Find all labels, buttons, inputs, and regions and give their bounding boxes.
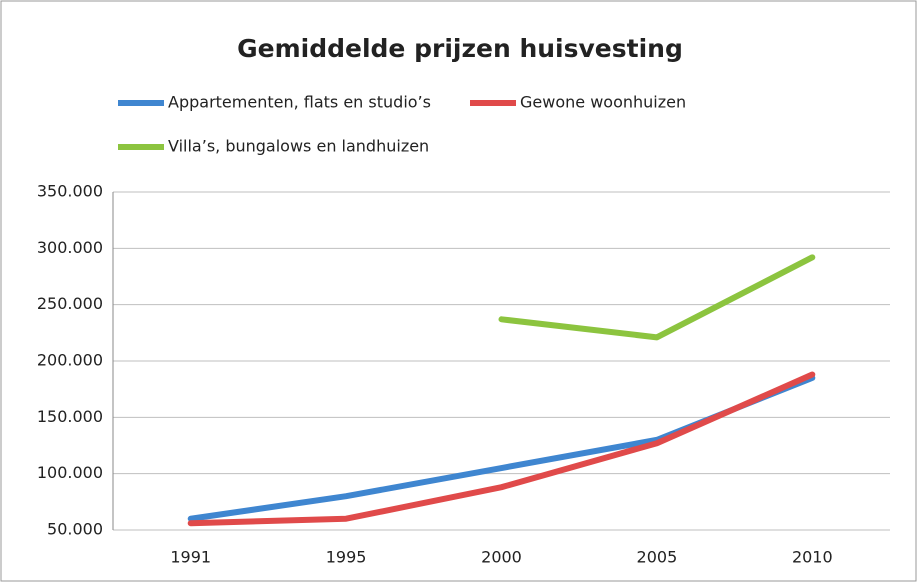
x-tick-label: 1991 (170, 548, 211, 567)
series-line (187, 371, 816, 527)
y-tick-label: 150.000 (37, 407, 103, 426)
series-line (498, 254, 816, 341)
y-tick-label: 50.000 (47, 520, 103, 539)
y-tick-label: 300.000 (37, 238, 103, 257)
chart-title: Gemiddelde prijzen huisvesting (237, 34, 683, 63)
y-tick-label: 200.000 (37, 351, 103, 370)
legend-label: Gewone woonhuizen (520, 93, 686, 112)
y-tick-label: 350.000 (37, 182, 103, 201)
y-tick-label: 250.000 (37, 294, 103, 313)
x-tick-label: 2005 (637, 548, 678, 567)
x-tick-label: 2010 (792, 548, 833, 567)
legend-label: Appartementen, flats en studio’s (168, 93, 431, 112)
y-tick-label: 100.000 (37, 463, 103, 482)
x-tick-label: 1995 (326, 548, 367, 567)
legend-label: Villa’s, bungalows en landhuizen (168, 137, 429, 156)
x-tick-label: 2000 (481, 548, 522, 567)
